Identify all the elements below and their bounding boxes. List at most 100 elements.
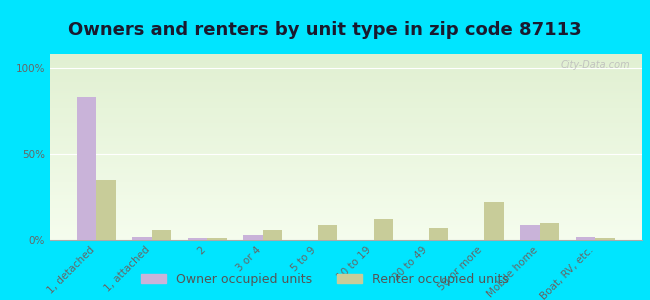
Bar: [50, 89, 642, 91]
Bar: [50, 74, 642, 76]
Bar: [50, 221, 642, 223]
Bar: [50, 218, 642, 220]
Bar: [263, 230, 282, 240]
Bar: [50, 127, 642, 128]
Bar: [50, 190, 642, 192]
Bar: [50, 65, 642, 67]
Bar: [50, 153, 642, 154]
Bar: [50, 181, 642, 182]
Bar: [50, 210, 642, 212]
Bar: [50, 56, 642, 58]
Bar: [50, 119, 642, 121]
Bar: [540, 223, 559, 240]
Text: Owners and renters by unit type in zip code 87113: Owners and renters by unit type in zip c…: [68, 21, 582, 39]
Bar: [50, 194, 642, 195]
Legend: Owner occupied units, Renter occupied units: Owner occupied units, Renter occupied un…: [136, 268, 514, 291]
Bar: [50, 184, 642, 186]
Bar: [50, 236, 642, 238]
Bar: [50, 113, 642, 116]
Bar: [50, 164, 642, 166]
Bar: [50, 140, 642, 141]
Bar: [374, 219, 393, 240]
Bar: [50, 175, 642, 177]
Bar: [50, 205, 642, 206]
Bar: [50, 220, 642, 221]
Bar: [50, 151, 642, 153]
Bar: [50, 143, 642, 145]
Bar: [50, 141, 642, 143]
Bar: [50, 125, 642, 127]
Bar: [521, 224, 540, 240]
Bar: [50, 160, 642, 162]
Bar: [50, 206, 642, 208]
Bar: [50, 145, 642, 147]
Bar: [50, 227, 642, 229]
Bar: [50, 216, 642, 218]
Bar: [243, 235, 263, 240]
Bar: [50, 80, 642, 82]
Bar: [50, 169, 642, 171]
Bar: [484, 202, 504, 240]
Bar: [50, 158, 642, 160]
Bar: [50, 63, 642, 65]
Bar: [50, 201, 642, 203]
Bar: [50, 117, 642, 119]
Bar: [50, 156, 642, 158]
Bar: [50, 173, 642, 175]
Bar: [50, 199, 642, 201]
Bar: [50, 223, 642, 225]
Bar: [50, 149, 642, 151]
Bar: [50, 177, 642, 178]
Bar: [50, 78, 642, 80]
Bar: [50, 132, 642, 134]
Bar: [50, 166, 642, 167]
Bar: [50, 178, 642, 181]
Bar: [429, 228, 448, 240]
Bar: [50, 108, 642, 110]
Bar: [50, 100, 642, 102]
Bar: [50, 95, 642, 97]
Bar: [151, 230, 171, 240]
Bar: [50, 112, 642, 113]
Bar: [50, 106, 642, 108]
Bar: [50, 136, 642, 138]
Bar: [50, 110, 642, 112]
Bar: [50, 167, 642, 169]
Bar: [50, 84, 642, 85]
Bar: [50, 97, 642, 99]
Bar: [50, 203, 642, 205]
Bar: [96, 180, 116, 240]
Bar: [50, 134, 642, 136]
Bar: [50, 99, 642, 100]
Bar: [50, 171, 642, 173]
Bar: [50, 225, 642, 227]
Bar: [50, 231, 642, 233]
Bar: [50, 212, 642, 214]
Bar: [50, 192, 642, 194]
Bar: [50, 214, 642, 216]
Bar: [50, 116, 642, 117]
Bar: [50, 54, 642, 56]
Bar: [50, 58, 642, 60]
Bar: [595, 238, 615, 240]
Bar: [50, 123, 642, 125]
Bar: [50, 128, 642, 130]
Bar: [50, 154, 642, 156]
Bar: [318, 224, 337, 240]
Bar: [50, 162, 642, 164]
Bar: [50, 76, 642, 78]
Bar: [50, 130, 642, 132]
Bar: [50, 61, 642, 63]
Bar: [50, 138, 642, 140]
Bar: [50, 60, 642, 61]
Bar: [50, 73, 642, 74]
Bar: [50, 147, 642, 149]
Bar: [50, 186, 642, 188]
Bar: [50, 121, 642, 123]
Bar: [50, 182, 642, 184]
Bar: [50, 82, 642, 84]
Bar: [576, 237, 595, 240]
Bar: [77, 97, 96, 240]
Bar: [133, 237, 151, 240]
Bar: [50, 197, 642, 199]
